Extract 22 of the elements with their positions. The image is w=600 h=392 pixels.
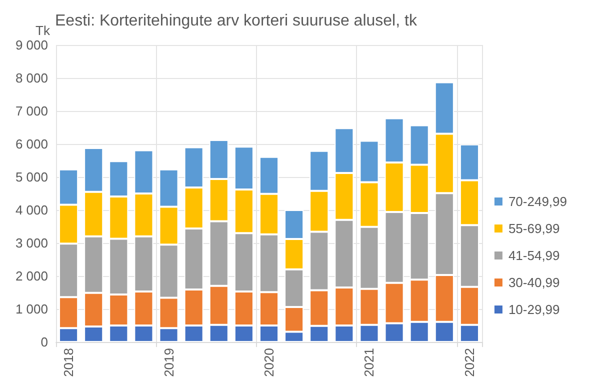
y-tick-label: 4 000 — [15, 202, 48, 218]
legend-label: 70-249,99 — [508, 194, 568, 209]
x-tick-label: 2019 — [161, 348, 176, 377]
y-axis-title: Tk — [36, 23, 50, 38]
y-tick-label: 2 000 — [15, 268, 48, 284]
y-tick-label: 0 — [40, 334, 48, 350]
legend-label: 10-29,99 — [508, 302, 560, 317]
y-tick-label: 9 000 — [15, 38, 48, 52]
y-tick-label: 3 000 — [15, 236, 48, 250]
y-tick-label: 6 000 — [15, 136, 48, 152]
y-tick-label: 7 000 — [15, 104, 48, 118]
x-tick-label: 2018 — [61, 348, 76, 377]
legend-label: 55-69,99 — [508, 221, 560, 236]
y-tick-label: 5 000 — [15, 170, 48, 184]
chart-title: Eesti: Korteritehingute arv korteri suuruse alusel, tk — [55, 12, 418, 30]
x-tick-label: 2020 — [262, 348, 276, 377]
y-tick-label: 8 000 — [15, 70, 48, 86]
legend-label: 30-40,99 — [508, 275, 560, 290]
legend-label: 41-54,99 — [508, 248, 560, 263]
x-tick-label: 2021 — [362, 348, 377, 377]
y-tick-label: 1 000 — [15, 302, 48, 316]
x-tick-label: 2022 — [462, 348, 477, 377]
